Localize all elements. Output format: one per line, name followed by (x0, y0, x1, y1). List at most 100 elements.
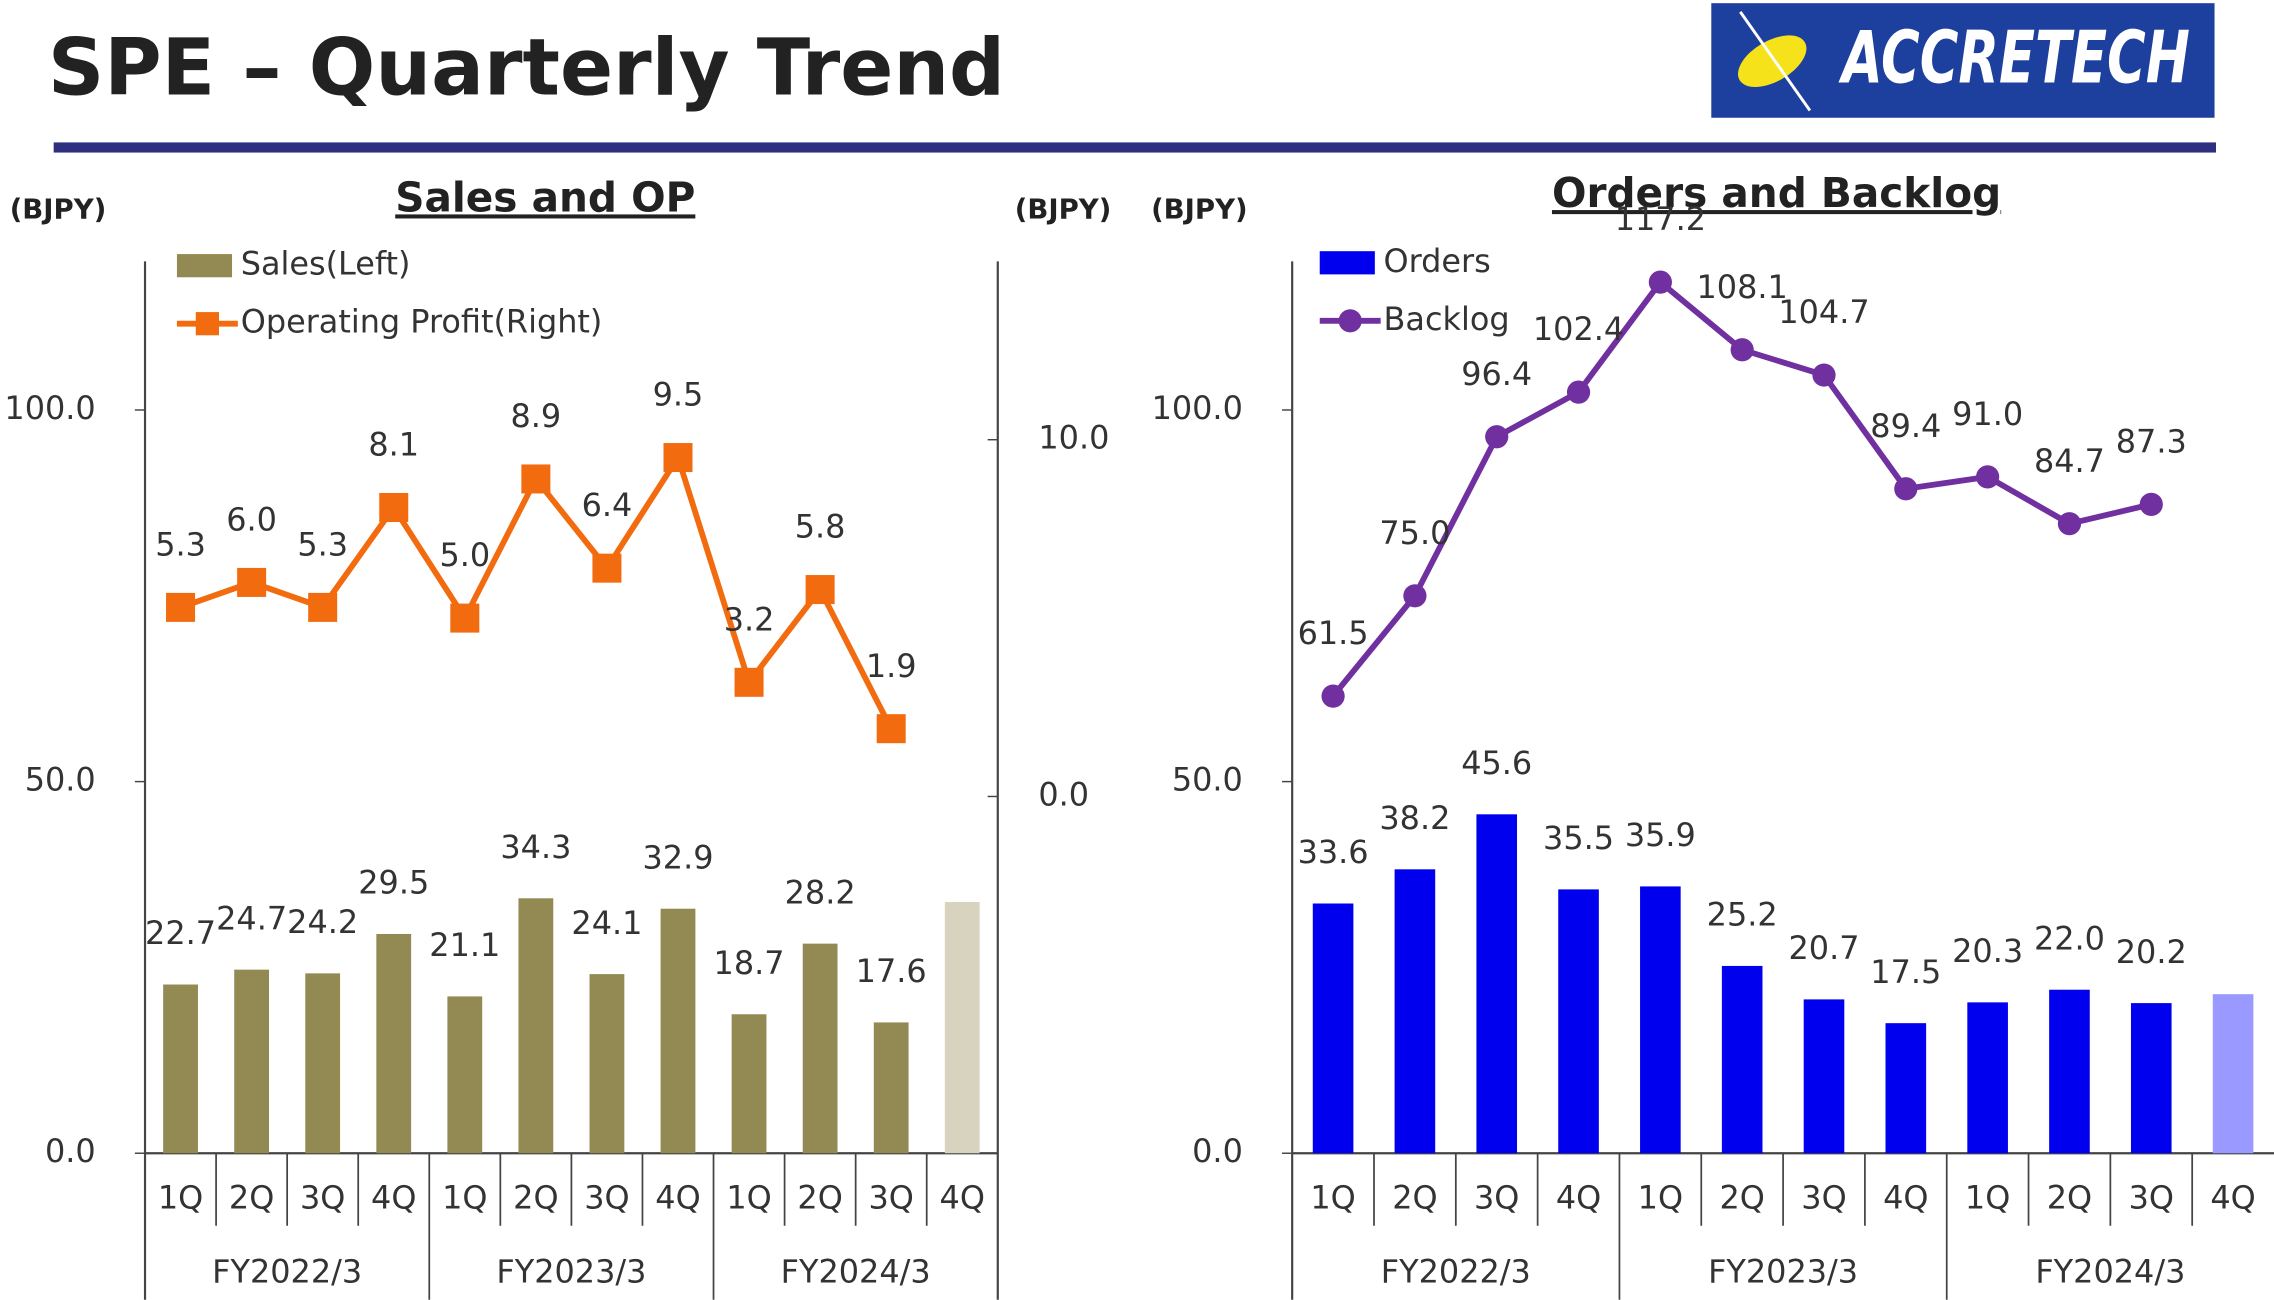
data-label: 35.5 (1543, 819, 1614, 857)
series-line (179, 454, 894, 731)
data-label: 22.0 (2034, 919, 2105, 957)
bar (1558, 889, 1599, 1154)
data-label: 75.0 (1379, 514, 1450, 552)
data-label: 3.2 (724, 600, 775, 638)
x-tick-label: 4Q (1883, 1179, 1928, 1217)
header-rule (53, 142, 2216, 153)
data-label: 108.1 (1697, 268, 1788, 306)
data-label: 5.3 (297, 525, 348, 563)
data-label: 117.2 (1615, 200, 1706, 238)
point (379, 492, 409, 523)
point (1894, 477, 1918, 501)
x-tick-label: 4Q (1556, 1179, 1601, 1217)
point (734, 667, 764, 697)
data-label: 17.5 (1870, 953, 1941, 991)
point (592, 553, 622, 583)
slide-title: SPE – Quarterly Trend (48, 22, 1005, 113)
x-tick-label: 1Q (1310, 1179, 1355, 1217)
data-label: 24.7 (216, 899, 287, 937)
data-label: 91.0 (1952, 395, 2023, 433)
point (876, 714, 906, 744)
y-tick-label: 100.0 (1152, 389, 1243, 427)
bar (376, 933, 412, 1154)
bar (1640, 886, 1681, 1154)
data-label: 5.3 (155, 525, 206, 563)
bar (873, 1022, 909, 1154)
bar (1476, 814, 1518, 1154)
point (1566, 380, 1591, 404)
unit-label: (BJPY) (1015, 194, 1112, 226)
x-tick-label: 2Q (513, 1179, 558, 1217)
data-label: 25.2 (1707, 896, 1778, 934)
data-label: 22.7 (145, 914, 216, 952)
bar (1394, 869, 1436, 1154)
group-label: FY2023/3 (496, 1253, 646, 1291)
y-tick-label: 100.0 (4, 389, 95, 427)
data-label: 5.8 (795, 508, 846, 546)
bar (234, 969, 270, 1154)
unit-label: (BJPY) (1151, 194, 1248, 226)
legend-swatch (176, 254, 233, 278)
point (308, 592, 338, 622)
bar (1967, 1002, 2008, 1154)
x-tick-label: 3Q (1474, 1179, 1519, 1217)
data-label: 87.3 (2116, 422, 2187, 460)
point (1321, 684, 1345, 708)
bar (163, 984, 198, 1154)
bar (731, 1014, 767, 1154)
data-label: 5.0 (439, 536, 490, 574)
data-label: 20.2 (2116, 933, 2187, 971)
chart-title: Sales and OP (395, 173, 695, 221)
data-label: 33.6 (1298, 833, 1369, 871)
data-label: 34.3 (500, 828, 571, 866)
logo-text: ACCRETECH (1838, 17, 2190, 101)
x-tick-label: 3Q (584, 1179, 629, 1217)
point (237, 567, 267, 597)
x-tick-label: 2Q (1719, 1179, 1764, 1217)
point (1976, 465, 2000, 489)
bar (1312, 903, 1354, 1154)
legend-label: Orders (1384, 242, 1491, 280)
bar (589, 974, 625, 1154)
x-tick-label: 3Q (1801, 1179, 1846, 1217)
x-tick-label: 2Q (229, 1179, 274, 1217)
x-tick-label: 4Q (940, 1179, 985, 1217)
data-label: 8.9 (511, 397, 562, 435)
group-label: FY2022/3 (1381, 1253, 1531, 1291)
point (1403, 584, 1427, 608)
point (521, 464, 551, 494)
x-tick-label: 1Q (1965, 1179, 2010, 1217)
x-tick-label: 1Q (726, 1179, 771, 1217)
data-label: 96.4 (1461, 355, 1532, 393)
data-label: 18.7 (714, 944, 785, 982)
x-tick-label: 1Q (1638, 1179, 1683, 1217)
group-label: FY2022/3 (212, 1253, 362, 1291)
data-label: 9.5 (653, 376, 704, 414)
data-label: 29.5 (358, 864, 429, 902)
data-label: 84.7 (2034, 442, 2105, 480)
data-label: 21.1 (429, 926, 500, 964)
data-label: 1.9 (866, 647, 917, 685)
bar (518, 898, 554, 1154)
data-label: 104.7 (1778, 293, 1869, 331)
point (450, 603, 480, 633)
group-label: FY2024/3 (781, 1253, 931, 1291)
legend-label: Sales(Left) (241, 245, 411, 283)
bar (1803, 999, 1845, 1154)
y2-tick-label: 10.0 (1038, 419, 1109, 457)
legend-marker (195, 312, 219, 336)
data-label: 24.2 (287, 903, 358, 941)
bar (2049, 989, 2090, 1154)
data-label: 17.6 (856, 952, 927, 990)
data-label: 35.9 (1625, 816, 1696, 854)
y-tick-label: 50.0 (1172, 761, 1243, 799)
data-label: 61.5 (1298, 614, 1369, 652)
point (1648, 270, 1672, 294)
x-tick-label: 2Q (797, 1179, 842, 1217)
y2-tick-label: 0.0 (1038, 775, 1089, 813)
bar (1721, 965, 1763, 1154)
x-tick-label: 1Q (442, 1179, 487, 1217)
bar (944, 902, 980, 1154)
data-label: 24.1 (571, 904, 642, 942)
